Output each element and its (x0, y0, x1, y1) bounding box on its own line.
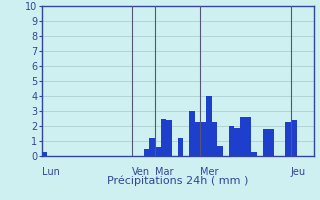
Bar (212, 121, 217, 156)
Bar (149, 138, 155, 156)
Bar (251, 152, 257, 156)
Bar (285, 121, 291, 156)
Bar (240, 117, 246, 156)
Bar (155, 147, 161, 156)
Bar (144, 148, 149, 156)
Bar (200, 121, 206, 156)
Bar (42, 152, 47, 156)
Text: Mar: Mar (155, 167, 173, 177)
Text: Ven: Ven (132, 167, 150, 177)
Bar (189, 111, 195, 156)
Bar (178, 138, 183, 156)
Text: Lun: Lun (42, 167, 60, 177)
Bar (206, 96, 212, 156)
X-axis label: Précipitations 24h ( mm ): Précipitations 24h ( mm ) (107, 175, 248, 186)
Bar (268, 129, 274, 156)
Bar (263, 129, 268, 156)
Bar (161, 118, 166, 156)
Bar (234, 128, 240, 156)
Text: Jeu: Jeu (291, 167, 306, 177)
Bar (291, 120, 297, 156)
Bar (217, 146, 223, 156)
Bar (228, 126, 234, 156)
Bar (166, 120, 172, 156)
Bar (246, 117, 251, 156)
Bar (195, 121, 200, 156)
Text: Mer: Mer (200, 167, 219, 177)
